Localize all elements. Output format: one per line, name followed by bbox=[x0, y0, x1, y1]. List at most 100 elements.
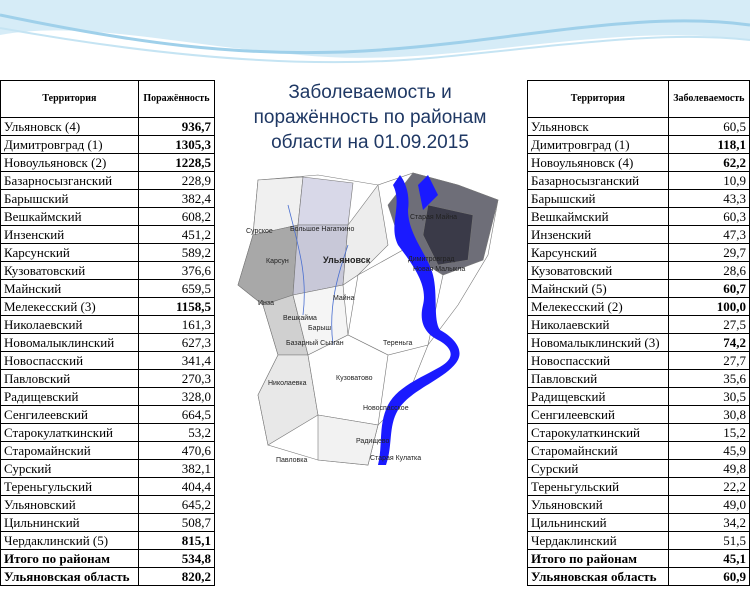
territory-cell: Кузоватовский bbox=[0, 261, 139, 280]
region-map: Сурское Большое Нагаткино Карсун Ульяновск М… bbox=[237, 172, 499, 466]
territory-cell: Цильнинский bbox=[527, 513, 669, 532]
value-cell: 608,2 bbox=[137, 207, 216, 226]
value-cell: 60,5 bbox=[667, 117, 750, 136]
table-row: Павловский 35,6 bbox=[527, 369, 750, 388]
territory-cell: Чердаклинский bbox=[527, 531, 669, 550]
table-row: Вешкаймский 60,3 bbox=[527, 207, 750, 226]
value-cell: 10,9 bbox=[667, 171, 750, 190]
table-row: Димитровград (1) 1305,3 bbox=[0, 135, 216, 154]
table-row: Сенгилеевский 30,8 bbox=[527, 405, 750, 424]
table-row: Новоульяновск (4) 62,2 bbox=[527, 153, 750, 172]
value-cell: 15,2 bbox=[667, 423, 750, 442]
value-cell: 1228,5 bbox=[137, 153, 216, 172]
right-table: Территория Заболеваемость Ульяновск 60,5 Дим… bbox=[527, 80, 750, 586]
map-label: Николаевка bbox=[268, 380, 307, 387]
value-cell: 49,8 bbox=[667, 459, 750, 478]
header-row: Территория Поражённость bbox=[0, 80, 216, 118]
value-cell: 45,1 bbox=[667, 549, 750, 568]
table-row: Ульяновская область 60,9 bbox=[527, 567, 750, 586]
territory-cell: Вешкаймский bbox=[527, 207, 669, 226]
map-label: Сурское bbox=[246, 228, 273, 235]
value-cell: 43,3 bbox=[667, 189, 750, 208]
territory-cell: Чердаклинский (5) bbox=[0, 531, 139, 550]
value-cell: 27,5 bbox=[667, 315, 750, 334]
table-row: Димитровград (1) 118,1 bbox=[527, 135, 750, 154]
table-row: Базарносызганский 228,9 bbox=[0, 171, 216, 190]
value-cell: 270,3 bbox=[137, 369, 216, 388]
territory-cell: Николаевский bbox=[0, 315, 139, 334]
table-row: Тереньгульский 404,4 bbox=[0, 477, 216, 496]
table-row: Майнский (5) 60,7 bbox=[527, 279, 750, 298]
value-cell: 382,1 bbox=[137, 459, 216, 478]
value-cell: 508,7 bbox=[137, 513, 216, 532]
header-cell: Заболеваемость bbox=[667, 80, 750, 118]
left-table: Территория Поражённость Ульяновск (4) 936,7… bbox=[0, 80, 216, 586]
value-cell: 659,5 bbox=[137, 279, 216, 298]
value-cell: 664,5 bbox=[137, 405, 216, 424]
territory-cell: Ульяновск (4) bbox=[0, 117, 139, 136]
table-row: Николаевский 161,3 bbox=[0, 315, 216, 334]
map-label: Павловка bbox=[276, 457, 307, 464]
value-cell: 382,4 bbox=[137, 189, 216, 208]
territory-cell: Сурский bbox=[0, 459, 139, 478]
table-row: Карсунский 589,2 bbox=[0, 243, 216, 262]
table-row: Старокулаткинский 53,2 bbox=[0, 423, 216, 442]
map-label: Димитровград bbox=[408, 256, 455, 263]
territory-cell: Карсунский bbox=[0, 243, 139, 262]
map-label: Ульяновск bbox=[323, 255, 371, 265]
map-label: Новая Малыкла bbox=[413, 266, 465, 273]
value-cell: 29,7 bbox=[667, 243, 750, 262]
table-row: Чердаклинский (5) 815,1 bbox=[0, 531, 216, 550]
value-cell: 28,6 bbox=[667, 261, 750, 280]
table-row: Вешкаймский 608,2 bbox=[0, 207, 216, 226]
map-label: Старая Кулатка bbox=[370, 455, 421, 462]
territory-cell: Димитровград (1) bbox=[527, 135, 669, 154]
table-row: Базарносызганский 10,9 bbox=[527, 171, 750, 190]
territory-cell: Итого по районам bbox=[527, 549, 669, 568]
territory-cell: Павловский bbox=[0, 369, 139, 388]
value-cell: 404,4 bbox=[137, 477, 216, 496]
header-row: Территория Заболеваемость bbox=[527, 80, 750, 118]
value-cell: 27,7 bbox=[667, 351, 750, 370]
value-cell: 936,7 bbox=[137, 117, 216, 136]
value-cell: 228,9 bbox=[137, 171, 216, 190]
table-row: Старокулаткинский 15,2 bbox=[527, 423, 750, 442]
value-cell: 30,8 bbox=[667, 405, 750, 424]
table-row: Ульяновск (4) 936,7 bbox=[0, 117, 216, 136]
table-row: Николаевский 27,5 bbox=[527, 315, 750, 334]
table-row: Новоспасский 341,4 bbox=[0, 351, 216, 370]
territory-cell: Сенгилеевский bbox=[0, 405, 139, 424]
value-cell: 820,2 bbox=[137, 567, 216, 586]
value-cell: 118,1 bbox=[667, 135, 750, 154]
table-row: Сенгилеевский 664,5 bbox=[0, 405, 216, 424]
value-cell: 1158,5 bbox=[137, 297, 216, 316]
value-cell: 30,5 bbox=[667, 387, 750, 406]
territory-cell: Базарносызганский bbox=[527, 171, 669, 190]
river bbox=[418, 175, 438, 210]
territory-cell: Инзенский bbox=[527, 225, 669, 244]
territory-cell: Новоспасский bbox=[527, 351, 669, 370]
table-row: Ульяновский 49,0 bbox=[527, 495, 750, 514]
table-row: Сурский 49,8 bbox=[527, 459, 750, 478]
territory-cell: Майнский (5) bbox=[527, 279, 669, 298]
value-cell: 49,0 bbox=[667, 495, 750, 514]
territory-cell: Ульяновская область bbox=[527, 567, 669, 586]
value-cell: 60,7 bbox=[667, 279, 750, 298]
header-cell: Поражённость bbox=[137, 80, 216, 118]
territory-cell: Старокулаткинский bbox=[0, 423, 139, 442]
table-row: Ульяновск 60,5 bbox=[527, 117, 750, 136]
header-wave bbox=[0, 0, 750, 64]
territory-cell: Ульяновская область bbox=[0, 567, 139, 586]
value-cell: 74,2 bbox=[667, 333, 750, 352]
value-cell: 589,2 bbox=[137, 243, 216, 262]
territory-cell: Новоульяновск (2) bbox=[0, 153, 139, 172]
table-row: Кузоватовский 376,6 bbox=[0, 261, 216, 280]
slide-title: Заболеваемость и поражённость по районам… bbox=[253, 82, 487, 153]
territory-cell: Новомалыклинский (3) bbox=[527, 333, 669, 352]
map-label: Вешкайма bbox=[283, 314, 317, 322]
map-label: Барыш bbox=[308, 325, 331, 332]
table-row: Барышский 43,3 bbox=[527, 189, 750, 208]
table-row: Мелекесский (2) 100,0 bbox=[527, 297, 750, 316]
table-row: Сурский 382,1 bbox=[0, 459, 216, 478]
